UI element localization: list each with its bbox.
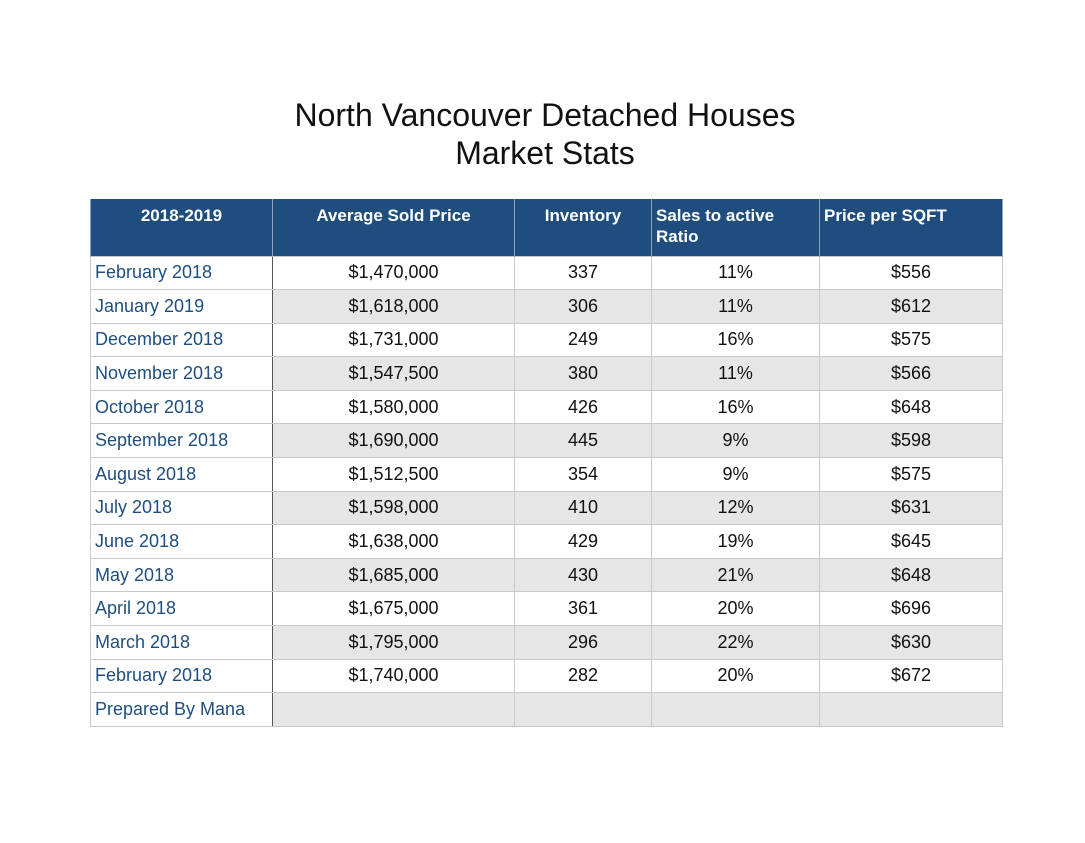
cell-average-sold-price: $1,470,000 (272, 255, 515, 291)
cell-average-sold-price: $1,547,500 (272, 356, 515, 391)
cell-sales-ratio: 11% (651, 356, 820, 391)
row-month: February 2018 (90, 255, 273, 291)
cell-inventory: 429 (514, 524, 652, 559)
header-average-sold-price: Average Sold Price (272, 199, 515, 256)
header-sales-to-active-ratio: Sales to active Ratio (651, 199, 820, 256)
cell-inventory: 380 (514, 356, 652, 391)
table-row: July 2018 $1,598,000 410 12% $631 (90, 490, 1003, 526)
cell-average-sold-price: $1,740,000 (272, 658, 515, 694)
row-month: October 2018 (90, 389, 273, 425)
table-footer-row: Prepared By Mana (90, 692, 1003, 727)
cell-average-sold-price: $1,618,000 (272, 289, 515, 324)
cell-inventory: 361 (514, 591, 652, 627)
cell-price-per-sqft: $648 (819, 389, 1003, 425)
cell-price-per-sqft: $648 (819, 557, 1003, 593)
cell-price-per-sqft: $630 (819, 625, 1003, 660)
cell-average-sold-price: $1,675,000 (272, 591, 515, 627)
cell-sales-ratio: 22% (651, 625, 820, 660)
table-body: February 2018 $1,470,000 337 11% $556 January… (90, 255, 1003, 727)
cell-average-sold-price: $1,638,000 (272, 524, 515, 559)
table-row: April 2018 $1,675,000 361 20% $696 (90, 591, 1003, 627)
table-row: September 2018 $1,690,000 445 9% $598 (90, 423, 1003, 459)
cell-inventory: 337 (514, 255, 652, 291)
header-period: 2018-2019 (90, 199, 273, 256)
table-row: February 2018 $1,740,000 282 20% $672 (90, 658, 1003, 694)
cell-sales-ratio: 20% (651, 658, 820, 694)
title-line-1: North Vancouver Detached Houses (294, 97, 796, 133)
table-row: November 2018 $1,547,500 380 11% $566 (90, 356, 1003, 391)
cell-price-per-sqft: $645 (819, 524, 1003, 559)
title-line-2: Market Stats (455, 135, 635, 171)
table-row: February 2018 $1,470,000 337 11% $556 (90, 255, 1003, 291)
cell-price-per-sqft: $598 (819, 423, 1003, 459)
cell-average-sold-price: $1,731,000 (272, 322, 515, 358)
cell-average-sold-price: $1,685,000 (272, 557, 515, 593)
row-month: September 2018 (90, 423, 273, 459)
cell-average-sold-price: $1,598,000 (272, 490, 515, 526)
cell-sales-ratio: 16% (651, 389, 820, 425)
header-inventory: Inventory (514, 199, 652, 256)
cell-price-per-sqft: $696 (819, 591, 1003, 627)
cell-price-per-sqft: $575 (819, 322, 1003, 358)
table-header-row: 2018-2019 Average Sold Price Inventory S… (90, 199, 1003, 256)
table-row: October 2018 $1,580,000 426 16% $648 (90, 389, 1003, 425)
cell-sales-ratio: 11% (651, 289, 820, 324)
cell-sales-ratio: 21% (651, 557, 820, 593)
cell-inventory: 282 (514, 658, 652, 694)
cell-average-sold-price: $1,795,000 (272, 625, 515, 660)
cell-sales-ratio: 9% (651, 457, 820, 492)
prepared-by-label: Prepared By Mana (90, 692, 273, 727)
row-month: August 2018 (90, 457, 273, 492)
row-month: May 2018 (90, 557, 273, 593)
empty-cell (819, 692, 1003, 727)
row-month: April 2018 (90, 591, 273, 627)
cell-price-per-sqft: $631 (819, 490, 1003, 526)
cell-average-sold-price: $1,580,000 (272, 389, 515, 425)
cell-inventory: 430 (514, 557, 652, 593)
row-month: January 2019 (90, 289, 273, 324)
cell-price-per-sqft: $566 (819, 356, 1003, 391)
cell-inventory: 445 (514, 423, 652, 459)
row-month: July 2018 (90, 490, 273, 526)
cell-average-sold-price: $1,690,000 (272, 423, 515, 459)
cell-sales-ratio: 11% (651, 255, 820, 291)
table-row: August 2018 $1,512,500 354 9% $575 (90, 457, 1003, 492)
cell-sales-ratio: 9% (651, 423, 820, 459)
cell-inventory: 296 (514, 625, 652, 660)
empty-cell (272, 692, 515, 727)
table-row: May 2018 $1,685,000 430 21% $648 (90, 557, 1003, 593)
cell-inventory: 426 (514, 389, 652, 425)
cell-inventory: 306 (514, 289, 652, 324)
empty-cell (514, 692, 652, 727)
header-price-per-sqft: Price per SQFT (819, 199, 1003, 256)
table-row: December 2018 $1,731,000 249 16% $575 (90, 322, 1003, 358)
row-month: March 2018 (90, 625, 273, 660)
table-row: June 2018 $1,638,000 429 19% $645 (90, 524, 1003, 559)
row-month: November 2018 (90, 356, 273, 391)
cell-price-per-sqft: $556 (819, 255, 1003, 291)
cell-sales-ratio: 12% (651, 490, 820, 526)
cell-price-per-sqft: $575 (819, 457, 1003, 492)
cell-average-sold-price: $1,512,500 (272, 457, 515, 492)
page-title: North Vancouver Detached Houses Market S… (0, 96, 1085, 172)
table-row: January 2019 $1,618,000 306 11% $612 (90, 289, 1003, 324)
table-row: March 2018 $1,795,000 296 22% $630 (90, 625, 1003, 660)
cell-inventory: 249 (514, 322, 652, 358)
cell-price-per-sqft: $612 (819, 289, 1003, 324)
empty-cell (651, 692, 820, 727)
cell-price-per-sqft: $672 (819, 658, 1003, 694)
cell-sales-ratio: 16% (651, 322, 820, 358)
cell-sales-ratio: 20% (651, 591, 820, 627)
row-month: June 2018 (90, 524, 273, 559)
row-month: February 2018 (90, 658, 273, 694)
cell-sales-ratio: 19% (651, 524, 820, 559)
market-stats-table: 2018-2019 Average Sold Price Inventory S… (90, 199, 1003, 727)
row-month: December 2018 (90, 322, 273, 358)
cell-inventory: 410 (514, 490, 652, 526)
cell-inventory: 354 (514, 457, 652, 492)
